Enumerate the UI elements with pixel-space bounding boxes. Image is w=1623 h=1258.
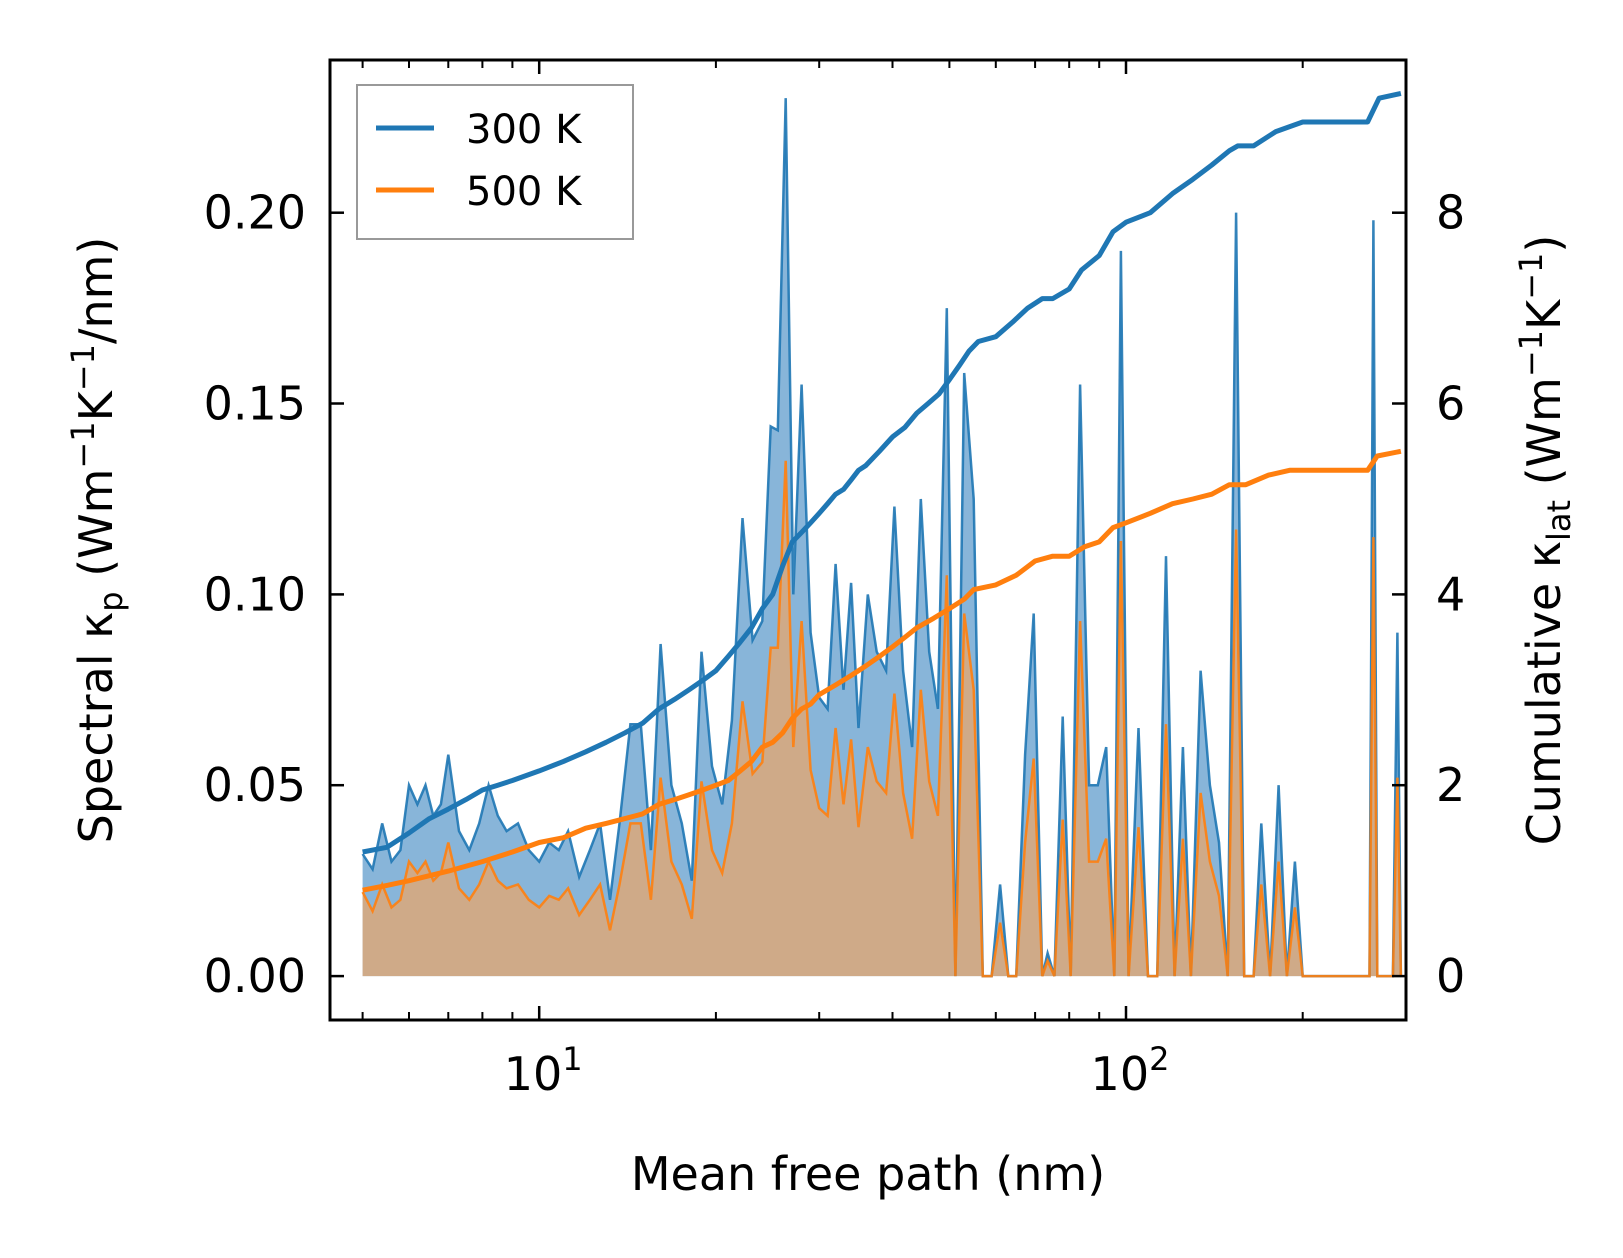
y-right-tick-label: 4 bbox=[1436, 567, 1465, 621]
spectral-line-500k bbox=[361, 460, 1403, 978]
y-left-tick-label: 0.15 bbox=[204, 377, 306, 431]
legend-label-500k: 500 K bbox=[466, 169, 583, 215]
y-left-label-sup1: −1 bbox=[64, 421, 102, 468]
y-left-label-sup2: −1 bbox=[64, 344, 102, 391]
y-right-label-prefix: Cumulative κ bbox=[1517, 541, 1571, 845]
y-left-tick-label: 0.20 bbox=[204, 186, 306, 240]
y-right-label-tail: ) bbox=[1517, 235, 1571, 253]
y-left-tick-label: 0.10 bbox=[204, 567, 306, 621]
y-right-tick-label: 8 bbox=[1436, 186, 1465, 240]
plot-frame bbox=[328, 58, 1408, 1022]
y-left-label-prefix: Spectral κ bbox=[69, 612, 123, 844]
y-left-label-sub: p bbox=[92, 591, 130, 611]
x-tick-label: 102 bbox=[1091, 1040, 1170, 1101]
cumulative-line-500k bbox=[362, 448, 1402, 893]
y-left-label-mid: K bbox=[69, 389, 123, 421]
y-right-label-mid: K bbox=[1517, 298, 1571, 330]
legend-label-300k: 300 K bbox=[466, 107, 583, 153]
legend: 300 K 500 K bbox=[356, 84, 634, 240]
spectral-lines bbox=[361, 98, 1403, 978]
y-axis-label-right: Cumulative κlat (Wm−1K−1) bbox=[1512, 235, 1578, 846]
spectral-fills bbox=[362, 98, 1401, 977]
axis-ticks: 0.00 0.05 0.10 0.15 0.20 0 2 4 6 8 101 102 bbox=[204, 60, 1465, 1101]
cumulative-lines bbox=[362, 90, 1402, 893]
y-right-tick-label: 0 bbox=[1436, 949, 1465, 1003]
y-right-label-sup2: −1 bbox=[1512, 253, 1550, 300]
y-left-tick-label: 0.05 bbox=[204, 758, 306, 812]
y-right-label-sub: lat bbox=[1540, 500, 1578, 541]
spectral-fill-500k bbox=[362, 460, 1401, 977]
x-tick-label: 101 bbox=[504, 1040, 583, 1101]
y-left-tick-label: 0.00 bbox=[204, 949, 306, 1003]
y-right-label-sup1: −1 bbox=[1512, 330, 1550, 377]
legend-box bbox=[356, 84, 634, 240]
spectral-line-300k bbox=[361, 98, 1403, 978]
cumulative-line-300k bbox=[362, 90, 1402, 855]
y-left-label-tail: /nm) bbox=[69, 237, 123, 344]
y-left-label-open: (Wm bbox=[69, 469, 123, 592]
x-axis-label: Mean free path (nm) bbox=[631, 1147, 1105, 1201]
y-right-tick-label: 2 bbox=[1436, 758, 1465, 812]
y-axis-label-left: Spectral κp (Wm−1K−1/nm) bbox=[64, 237, 130, 844]
y-right-label-open: (Wm bbox=[1517, 377, 1571, 500]
y-right-tick-label: 6 bbox=[1436, 377, 1465, 431]
